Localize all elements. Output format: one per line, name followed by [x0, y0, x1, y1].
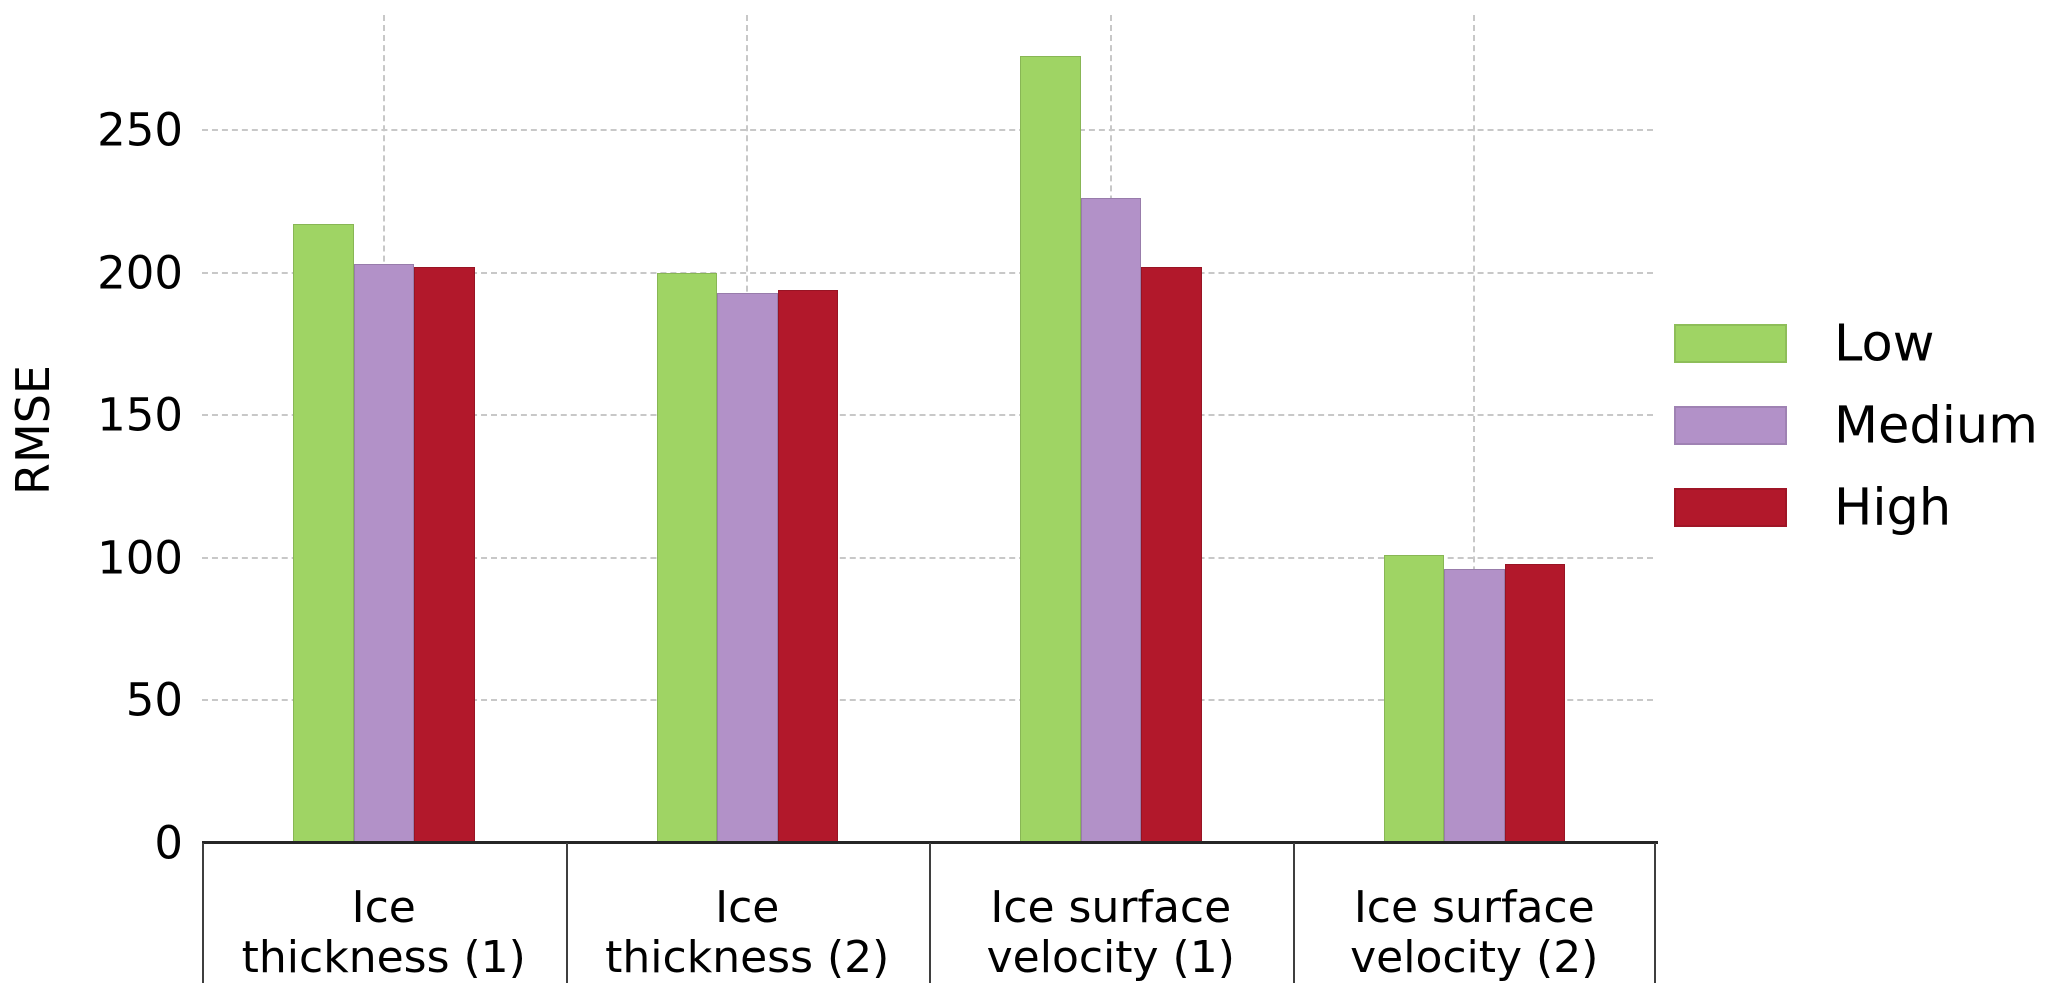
y-tick-label-100: 100 — [97, 531, 183, 585]
legend-swatch-high — [1674, 488, 1787, 527]
bar-high-ice-surface-velocity-2 — [1504, 563, 1565, 843]
y-tick-label-150: 150 — [97, 388, 183, 442]
y-axis-title: RMSE — [6, 365, 60, 495]
x-tick-label-ice-surface-velocity-2: Ice surface velocity (2) — [1350, 882, 1599, 983]
bar-high-ice-surface-velocity-1 — [1141, 266, 1202, 843]
h-gridline-150 — [202, 414, 1653, 417]
bar-high-ice-thickness-1 — [414, 266, 475, 843]
bar-low-ice-thickness-1 — [293, 224, 354, 843]
x-tick-label-ice-thickness-2: Ice thickness (2) — [605, 882, 890, 983]
y-tick-label-0: 0 — [154, 816, 183, 870]
x-tick-label-ice-surface-velocity-1: Ice surface velocity (1) — [986, 882, 1235, 983]
bar-low-ice-thickness-2 — [656, 272, 717, 843]
h-gridline-100 — [202, 556, 1653, 559]
y-tick-label-50: 50 — [125, 673, 183, 727]
x-axis-line — [202, 841, 1658, 844]
h-gridline-250 — [202, 129, 1653, 131]
bar-medium-ice-thickness-1 — [353, 264, 414, 843]
bar-high-ice-thickness-2 — [777, 289, 838, 843]
bar-low-ice-surface-velocity-1 — [1020, 55, 1081, 843]
y-tick-label-200: 200 — [97, 246, 183, 300]
category-cell-1 — [202, 843, 566, 983]
h-gridline-50 — [202, 699, 1653, 702]
legend-label-high: High — [1834, 478, 1952, 537]
bar-low-ice-surface-velocity-2 — [1383, 554, 1444, 843]
bar-medium-ice-surface-velocity-1 — [1080, 198, 1141, 843]
legend-label-low: Low — [1834, 314, 1935, 373]
v-gridline-4 — [1473, 15, 1476, 843]
bar-medium-ice-surface-velocity-2 — [1444, 569, 1505, 843]
category-cell-4 — [1292, 843, 1656, 983]
legend-label-medium: Medium — [1834, 396, 2038, 455]
y-tick-label-250: 250 — [97, 103, 183, 157]
category-cell-3 — [929, 843, 1293, 983]
legend-swatch-medium — [1674, 406, 1787, 445]
x-tick-label-ice-thickness-1: Ice thickness (1) — [241, 882, 526, 983]
h-gridline-200 — [202, 271, 1653, 274]
category-cell-2 — [565, 843, 930, 983]
bar-medium-ice-thickness-2 — [717, 292, 778, 843]
legend-swatch-low — [1674, 324, 1787, 363]
